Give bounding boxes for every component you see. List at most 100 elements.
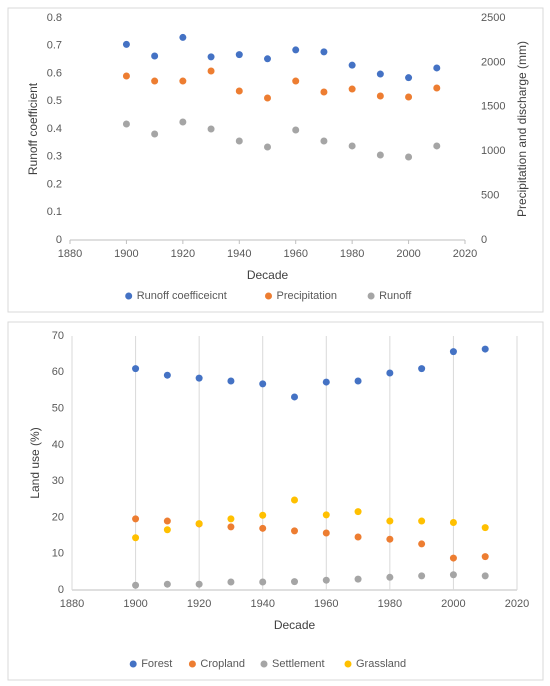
point — [291, 527, 298, 535]
point — [259, 524, 267, 532]
point — [259, 380, 267, 388]
x-tick-label: 1880 — [60, 598, 84, 610]
point — [354, 377, 362, 385]
panel — [7, 7, 544, 313]
point — [227, 515, 235, 523]
point — [433, 84, 441, 92]
point — [163, 517, 171, 525]
legend-marker — [260, 660, 268, 668]
point — [163, 580, 171, 588]
point — [405, 74, 413, 82]
point — [292, 46, 300, 54]
point — [132, 365, 140, 373]
point — [481, 572, 489, 580]
legend-label: Runoff — [379, 290, 412, 302]
y-tick-label: 50 — [52, 402, 64, 414]
point — [122, 40, 130, 48]
x-tick-label: 1920 — [171, 248, 195, 260]
legend-marker — [129, 660, 137, 668]
point — [348, 85, 356, 93]
point — [163, 526, 171, 534]
legend-marker — [188, 660, 196, 668]
point — [354, 508, 362, 516]
point — [291, 496, 298, 504]
x-tick-label: 1980 — [340, 248, 364, 260]
legend-marker — [125, 292, 133, 300]
x-tick-label: 1900 — [123, 598, 147, 610]
legend-label: Precipitation — [277, 290, 338, 302]
x-tick-label: 1960 — [314, 598, 338, 610]
point — [132, 581, 140, 589]
y-axis-title: Runoff coefficient — [26, 82, 40, 175]
point — [354, 533, 362, 541]
point — [348, 61, 356, 69]
point — [322, 378, 330, 386]
point — [386, 535, 394, 543]
y-tick-label: 0.1 — [47, 206, 62, 218]
point — [151, 77, 159, 85]
point — [449, 519, 457, 527]
point — [235, 87, 243, 95]
point — [235, 137, 243, 145]
point — [418, 365, 426, 373]
point — [151, 130, 159, 138]
y-tick-label: 0.4 — [47, 123, 62, 135]
x-tick-label: 1920 — [187, 598, 211, 610]
point — [418, 517, 426, 525]
point — [207, 67, 215, 75]
point — [418, 540, 426, 548]
point — [376, 92, 384, 100]
point — [227, 578, 235, 586]
y-tick-label: 0.8 — [47, 12, 62, 24]
y2-axis-title: Precipitation and discharge (mm) — [515, 41, 529, 217]
point — [481, 553, 489, 561]
point — [195, 580, 203, 588]
point — [449, 348, 457, 356]
y2-tick-label: 2000 — [481, 56, 505, 68]
point — [405, 93, 413, 101]
point — [179, 118, 187, 126]
point — [320, 88, 328, 96]
point — [481, 345, 489, 353]
point — [195, 520, 203, 528]
point — [292, 77, 300, 85]
x-tick-label: 1940 — [250, 598, 274, 610]
point — [207, 125, 215, 133]
point — [405, 153, 413, 161]
point — [433, 64, 441, 72]
legend-marker — [367, 292, 375, 300]
point — [376, 70, 384, 78]
y-tick-label: 0.3 — [47, 151, 62, 163]
legend-label: Runoff coefficeicnt — [137, 290, 227, 302]
x-tick-label: 1960 — [283, 248, 307, 260]
point — [348, 142, 356, 150]
point — [291, 578, 298, 586]
y-axis-title: Land use (%) — [28, 427, 42, 498]
point — [207, 53, 215, 61]
point — [132, 534, 140, 542]
y2-tick-label: 0 — [481, 234, 487, 246]
point — [259, 578, 267, 586]
point — [151, 52, 159, 60]
legend-label: Forest — [141, 658, 172, 670]
y-tick-label: 0.6 — [47, 67, 62, 79]
legend-marker — [344, 660, 352, 668]
y-tick-label: 30 — [52, 475, 64, 487]
x-tick-label: 1880 — [58, 248, 82, 260]
y-tick-label: 10 — [52, 548, 64, 560]
x-axis-title: Decade — [247, 268, 289, 282]
point — [320, 48, 328, 56]
y2-tick-label: 1000 — [481, 145, 505, 157]
y-tick-label: 20 — [52, 511, 64, 523]
point — [179, 33, 187, 41]
point — [376, 151, 384, 159]
y-tick-label: 0.5 — [47, 95, 62, 107]
point — [320, 137, 328, 145]
x-tick-label: 2020 — [453, 248, 477, 260]
point — [386, 369, 394, 377]
point — [264, 94, 271, 102]
point — [292, 126, 300, 134]
point — [322, 511, 330, 519]
y2-tick-label: 2500 — [481, 12, 505, 24]
